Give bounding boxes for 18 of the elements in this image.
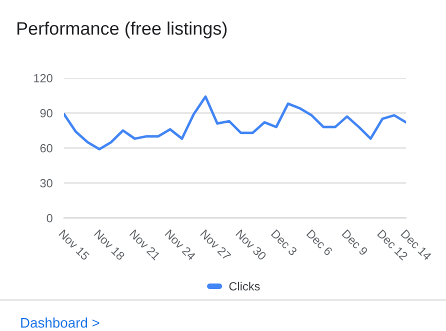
y-tick-label: 30: [40, 179, 52, 188]
legend-label: Clicks: [229, 282, 260, 290]
chart-title: Performance (free listings): [17, 22, 227, 38]
x-tick-label: Nov 15: [58, 229, 90, 261]
x-tick-label: Nov 30: [235, 229, 267, 261]
y-tick-label: 60: [40, 144, 52, 152]
y-tick-label: 0: [46, 214, 52, 222]
x-tick-label: Dec 9: [342, 229, 368, 256]
x-tick-label: Dec 6: [306, 229, 333, 256]
y-tick-label: 120: [34, 74, 52, 82]
line-series: [64, 95, 406, 150]
x-tick-label: Nov 18: [94, 229, 126, 261]
x-tick-label: Nov 21: [129, 229, 161, 261]
text: Dashboard >: [21, 318, 100, 328]
x-tick-label: Nov 24: [164, 229, 196, 261]
x-tick-label: Nov 27: [200, 229, 232, 261]
y-tick-label: 90: [40, 109, 52, 118]
x-tick-label: Dec 3: [270, 229, 298, 256]
